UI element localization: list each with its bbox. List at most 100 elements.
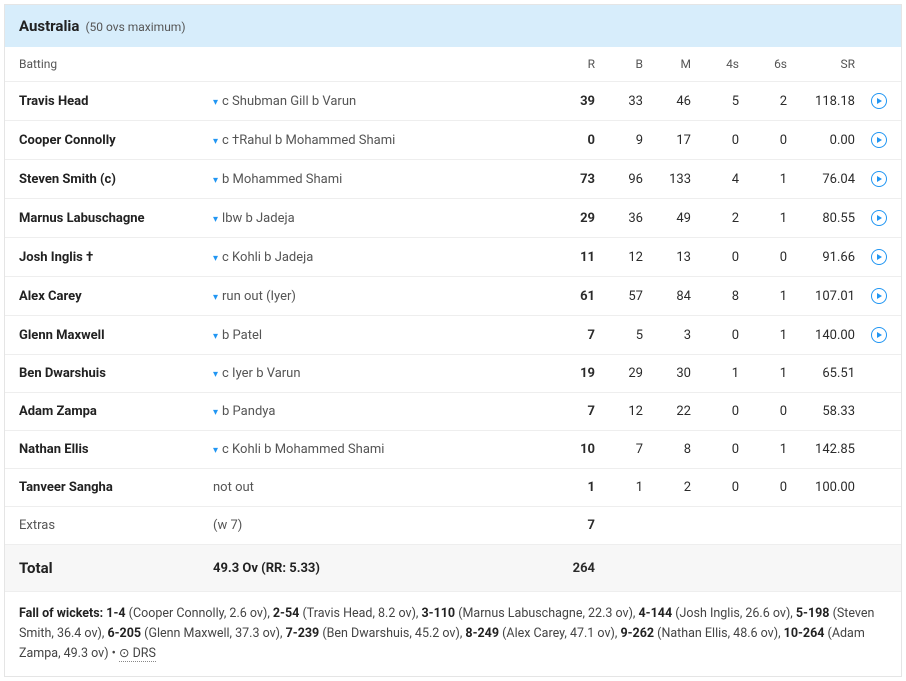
minutes: 46 — [651, 82, 699, 121]
play-icon[interactable] — [871, 93, 887, 109]
play-cell[interactable] — [863, 121, 901, 160]
balls: 7 — [603, 431, 651, 469]
minutes: 84 — [651, 277, 699, 316]
fours: 0 — [699, 469, 747, 507]
col-m: M — [651, 47, 699, 82]
batter-name[interactable]: Alex Carey — [5, 277, 205, 316]
play-cell[interactable] — [863, 238, 901, 277]
minutes: 133 — [651, 160, 699, 199]
minutes: 2 — [651, 469, 699, 507]
play-icon[interactable] — [871, 327, 887, 343]
batter-name[interactable]: Marnus Labuschagne — [5, 199, 205, 238]
runs: 10 — [555, 431, 603, 469]
team-name: Australia — [19, 17, 79, 35]
balls: 36 — [603, 199, 651, 238]
table-row: Adam Zampa▾b Pandya712220058.33 — [5, 393, 901, 431]
team-header: Australia (50 ovs maximum) — [5, 5, 901, 47]
runs: 7 — [555, 316, 603, 355]
table-row: Glenn Maxwell▾b Patel75301140.00 — [5, 316, 901, 355]
play-icon[interactable] — [871, 132, 887, 148]
play-cell[interactable] — [863, 199, 901, 238]
batter-name[interactable]: Steven Smith (c) — [5, 160, 205, 199]
chevron-down-icon: ▾ — [213, 175, 218, 186]
fours: 0 — [699, 393, 747, 431]
batter-name[interactable]: Travis Head — [5, 82, 205, 121]
table-row: Travis Head▾c Shubman Gill b Varun393346… — [5, 82, 901, 121]
play-icon[interactable] — [871, 288, 887, 304]
play-cell[interactable] — [863, 316, 901, 355]
batter-name[interactable]: Ben Dwarshuis — [5, 355, 205, 393]
batter-name[interactable]: Glenn Maxwell — [5, 316, 205, 355]
runs: 1 — [555, 469, 603, 507]
play-icon[interactable] — [871, 210, 887, 226]
balls: 9 — [603, 121, 651, 160]
sixes: 0 — [747, 393, 795, 431]
fours: 4 — [699, 160, 747, 199]
runs: 29 — [555, 199, 603, 238]
fours: 1 — [699, 355, 747, 393]
sixes: 1 — [747, 431, 795, 469]
dismissal[interactable]: ▾c †Rahul b Mohammed Shami — [205, 121, 555, 160]
dismissal[interactable]: ▾c Kohli b Jadeja — [205, 238, 555, 277]
fours: 2 — [699, 199, 747, 238]
dismissal[interactable]: ▾b Patel — [205, 316, 555, 355]
sixes: 2 — [747, 82, 795, 121]
col-sr: SR — [795, 47, 863, 82]
minutes: 8 — [651, 431, 699, 469]
batter-name[interactable]: Josh Inglis † — [5, 238, 205, 277]
balls: 29 — [603, 355, 651, 393]
col-6s: 6s — [747, 47, 795, 82]
dismissal[interactable]: ▾b Mohammed Shami — [205, 160, 555, 199]
col-b: B — [603, 47, 651, 82]
play-cell[interactable] — [863, 82, 901, 121]
dismissal[interactable]: ▾c Kohli b Mohammed Shami — [205, 431, 555, 469]
chevron-down-icon: ▾ — [213, 331, 218, 342]
batter-name[interactable]: Nathan Ellis — [5, 431, 205, 469]
minutes: 3 — [651, 316, 699, 355]
chevron-down-icon: ▾ — [213, 214, 218, 225]
extras-runs: 7 — [555, 507, 603, 545]
play-cell[interactable] — [863, 277, 901, 316]
balls: 12 — [603, 238, 651, 277]
extras-row: Extras(w 7)7 — [5, 507, 901, 545]
fours: 5 — [699, 82, 747, 121]
strike-rate: 58.33 — [795, 393, 863, 431]
total-detail: 49.3 Ov (RR: 5.33) — [205, 545, 555, 592]
play-icon[interactable] — [871, 171, 887, 187]
table-row: Steven Smith (c)▾b Mohammed Shami7396133… — [5, 160, 901, 199]
play-icon[interactable] — [871, 249, 887, 265]
dismissal[interactable]: ▾run out (Iyer) — [205, 277, 555, 316]
minutes: 49 — [651, 199, 699, 238]
drs-indicator[interactable]: ⊙ DRS — [119, 646, 156, 662]
col-dismissal — [205, 47, 555, 82]
fours: 8 — [699, 277, 747, 316]
chevron-down-icon: ▾ — [213, 253, 218, 264]
chevron-down-icon: ▾ — [213, 445, 218, 456]
sixes: 1 — [747, 355, 795, 393]
fow-label: Fall of wickets: — [19, 606, 103, 621]
extras-detail: (w 7) — [205, 507, 555, 545]
runs: 7 — [555, 393, 603, 431]
table-row: Nathan Ellis▾c Kohli b Mohammed Shami107… — [5, 431, 901, 469]
batter-name[interactable]: Tanveer Sangha — [5, 469, 205, 507]
table-row: Marnus Labuschagne▾lbw b Jadeja293649218… — [5, 199, 901, 238]
table-row: Ben Dwarshuis▾c Iyer b Varun1929301165.5… — [5, 355, 901, 393]
sixes: 1 — [747, 277, 795, 316]
dismissal[interactable]: ▾c Shubman Gill b Varun — [205, 82, 555, 121]
total-row: Total49.3 Ov (RR: 5.33)264 — [5, 545, 901, 592]
runs: 0 — [555, 121, 603, 160]
runs: 61 — [555, 277, 603, 316]
dismissal[interactable]: ▾lbw b Jadeja — [205, 199, 555, 238]
chevron-down-icon: ▾ — [213, 136, 218, 147]
col-r: R — [555, 47, 603, 82]
balls: 57 — [603, 277, 651, 316]
dismissal[interactable]: ▾b Pandya — [205, 393, 555, 431]
batter-name[interactable]: Cooper Connolly — [5, 121, 205, 160]
dismissal[interactable]: ▾c Iyer b Varun — [205, 355, 555, 393]
chevron-down-icon: ▾ — [213, 369, 218, 380]
play-cell[interactable] — [863, 160, 901, 199]
sixes: 0 — [747, 238, 795, 277]
batter-name[interactable]: Adam Zampa — [5, 393, 205, 431]
batting-table: Batting R B M 4s 6s SR Travis Head▾c Shu… — [5, 47, 901, 592]
chevron-down-icon: ▾ — [213, 407, 218, 418]
